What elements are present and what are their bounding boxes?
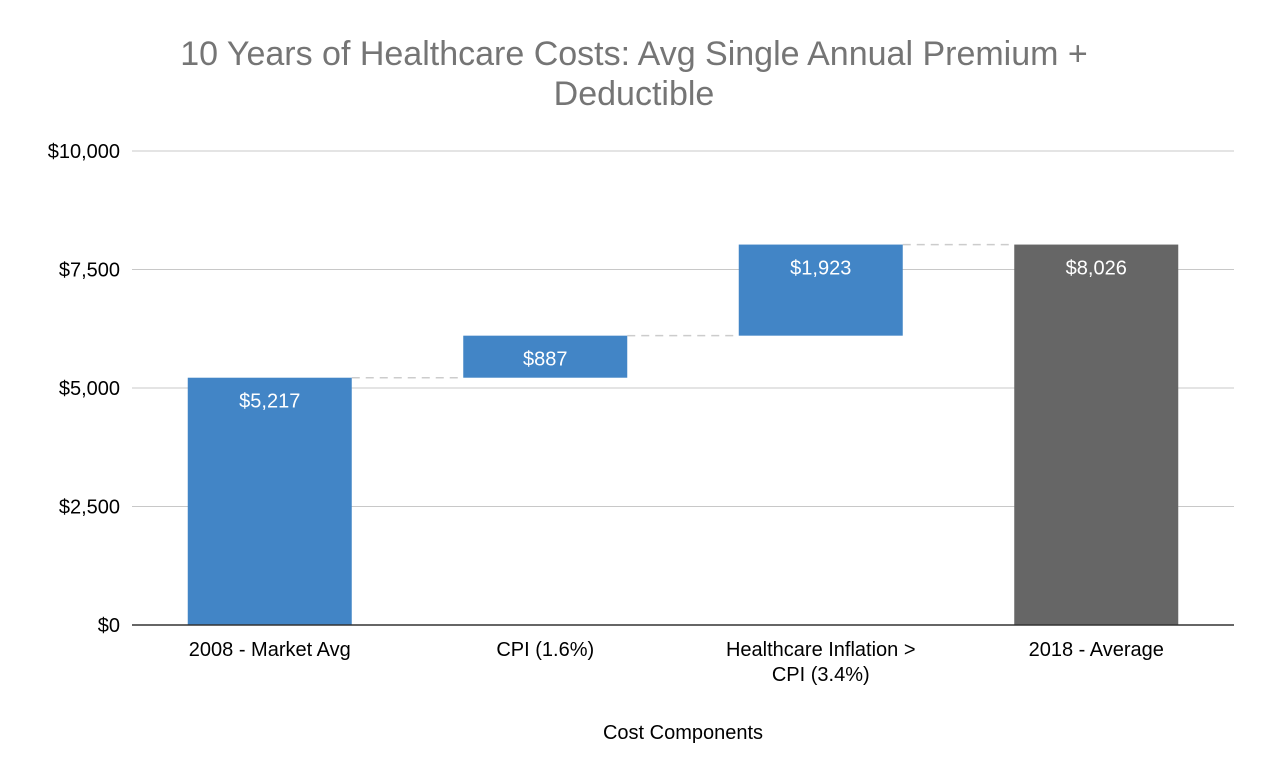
x-axis-title: Cost Components xyxy=(603,722,763,744)
x-category-label: Healthcare Inflation > xyxy=(726,639,916,661)
bar-3 xyxy=(738,244,903,336)
bar-4 xyxy=(1014,244,1179,625)
y-tick-label: $0 xyxy=(98,615,120,637)
y-tick-label: $10,000 xyxy=(48,141,120,163)
x-axis-categories: 2008 - Market Avg CPI (1.6%) Healthcare In… xyxy=(189,639,1164,686)
connectors xyxy=(351,243,1015,379)
bar-2 xyxy=(463,335,628,378)
x-category-label: 2008 - Market Avg xyxy=(189,639,351,661)
x-category-label: 2018 - Average xyxy=(1029,639,1164,661)
chart-title-line-2: Deductible xyxy=(554,75,715,113)
chart-title-line-1: 10 Years of Healthcare Costs: Avg Single… xyxy=(180,35,1088,73)
x-category-label: CPI (1.6%) xyxy=(496,639,594,661)
data-label-3: $1,923 xyxy=(790,258,851,280)
bar-1 xyxy=(187,377,352,625)
data-label-2: $887 xyxy=(523,349,568,371)
data-label-1: $5,217 xyxy=(239,391,300,413)
data-labels: $5,217 $887 $1,923 $8,026 xyxy=(239,258,1127,413)
chart-title: 10 Years of Healthcare Costs: Avg Single… xyxy=(180,35,1088,113)
y-tick-label: $7,500 xyxy=(59,260,120,282)
y-tick-label: $2,500 xyxy=(59,497,120,519)
y-tick-label: $5,000 xyxy=(59,378,120,400)
bars xyxy=(187,244,1179,625)
y-axis-ticks: $0 $2,500 $5,000 $7,500 $10,000 xyxy=(48,141,120,637)
x-category-label: CPI (3.4%) xyxy=(772,664,870,686)
data-label-4: $8,026 xyxy=(1066,258,1127,280)
